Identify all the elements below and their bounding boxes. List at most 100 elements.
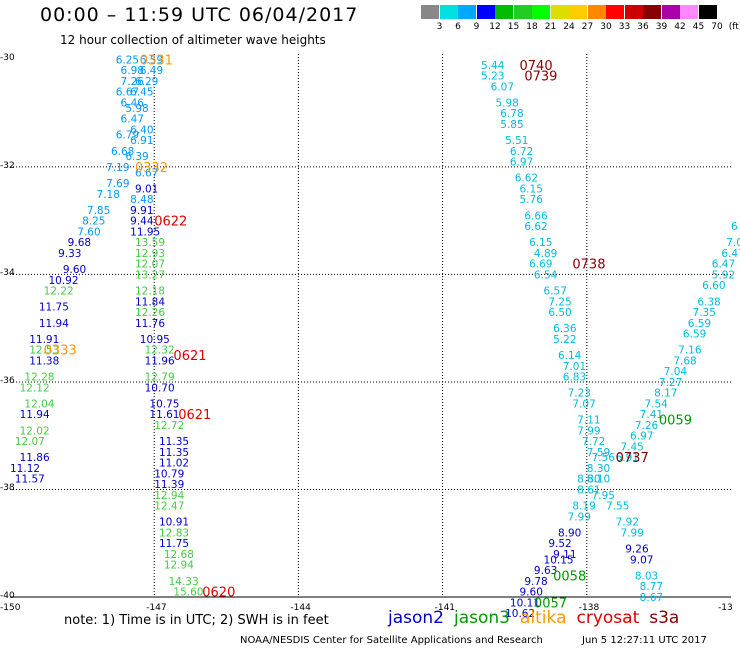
- scale-label: 33: [618, 22, 631, 32]
- wave-height-value: 8.80: [577, 474, 600, 486]
- wave-height-value: 12.22: [44, 286, 74, 298]
- wave-height-value: 12.83: [159, 527, 189, 539]
- wave-height-value: 11.38: [29, 355, 59, 367]
- wave-height-value: 7.41: [640, 409, 663, 421]
- scale-label: 42: [674, 22, 686, 32]
- scale-label: 39: [655, 22, 668, 32]
- wave-height-value: 11.75: [159, 538, 189, 550]
- wave-height-value: 10.75: [149, 398, 179, 410]
- pass-time-label: 0331: [140, 53, 173, 68]
- wave-height-value: 10.92: [48, 275, 78, 287]
- generated-timestamp: Jun 5 12:27:11 UTC 2017: [582, 635, 707, 646]
- legend-s3a: s3a: [649, 608, 680, 628]
- wave-height-value: 9.11: [553, 549, 576, 561]
- scale-swatch: [439, 5, 458, 19]
- wave-height-value: 6.62: [524, 221, 547, 233]
- wave-height-value: 8.19: [572, 501, 595, 513]
- scale-swatch: [495, 5, 513, 19]
- wave-height-value: 9.91: [130, 205, 153, 217]
- wave-height-value: 5.44: [481, 60, 505, 72]
- wave-height-value: 9.78: [524, 576, 547, 588]
- lon-label: -13: [718, 603, 733, 613]
- scale-swatch: [550, 5, 569, 19]
- wave-height-value: 6.54: [534, 269, 558, 281]
- pass-time-label: 0622: [154, 215, 187, 230]
- wave-height-value: 8.10: [587, 474, 610, 486]
- wave-height-value: 4.89: [534, 248, 557, 260]
- wave-height-value: 12.79: [145, 372, 175, 384]
- wave-height-value: 9.63: [534, 565, 557, 577]
- scale-label: 6: [455, 22, 461, 32]
- wave-height-value: 12.94: [164, 560, 194, 572]
- scale-label: 3: [436, 22, 443, 32]
- pass-time-label: 0057: [534, 596, 567, 611]
- wave-height-value: 8.48: [130, 194, 153, 206]
- wave-height-value: 7.95: [592, 490, 615, 502]
- wave-height-value: 7.59: [587, 447, 610, 459]
- wave-height-value: 9.68: [68, 237, 91, 249]
- wave-height-value: 7.04: [664, 366, 688, 378]
- wave-height-value: 7.72: [582, 436, 605, 448]
- wave-height-value: 6.47: [712, 259, 735, 271]
- pass-time-label: 0621: [173, 349, 206, 364]
- credit-line: NOAA/NESDIS Center for Satellite Applica…: [240, 635, 543, 646]
- wave-height-value: 6.07: [491, 81, 514, 93]
- wave-height-value: 5.22: [553, 334, 576, 346]
- wave-height-value: 11.76: [135, 318, 165, 330]
- wave-height-value: 11.61: [149, 409, 179, 421]
- wave-height-value: 6.39: [125, 151, 148, 163]
- wave-height-value: 6.66: [524, 210, 548, 222]
- satellite-legend: jason2 jason3 altika cryosat s3a: [388, 608, 689, 628]
- wave-height-value: 15.60: [173, 587, 203, 599]
- wave-height-value: 7.11: [577, 415, 600, 427]
- wave-height-value: 8.17: [654, 388, 677, 400]
- wave-height-value: 5.51: [505, 135, 528, 147]
- lat-label: -30: [0, 53, 15, 64]
- scale-swatch: [643, 5, 661, 19]
- wave-height-value: 6.29: [135, 76, 158, 88]
- legend-jason3: jason3: [454, 608, 510, 628]
- wave-height-value: 5.98: [495, 97, 518, 109]
- wave-height-value: 6.15: [529, 237, 552, 249]
- wave-height-value: 9.60: [520, 587, 543, 599]
- scale-label: 24: [563, 22, 575, 32]
- lon-label: -144: [290, 603, 311, 613]
- wave-height-value: 12.07: [15, 436, 45, 448]
- wave-height-value: 10.62: [505, 608, 535, 620]
- scale-label: 12: [489, 22, 501, 32]
- wave-height-value: 12.93: [135, 248, 165, 260]
- wave-height-value: 6.69: [529, 259, 552, 271]
- wave-height-value: 11.86: [20, 452, 50, 464]
- scale-swatch: [587, 5, 606, 19]
- wave-height-value: 6.78: [500, 108, 523, 120]
- wave-height-value: 7.26: [121, 76, 145, 88]
- wave-height-value: 9.01: [135, 183, 158, 195]
- wave-height-value: 7.56: [592, 452, 616, 464]
- wave-height-value: 12.68: [164, 549, 194, 561]
- wave-height-value: 7.54: [644, 398, 668, 410]
- wave-height-value: 9.60: [63, 264, 86, 276]
- wave-height-value: 11.39: [154, 479, 184, 491]
- wave-height-value: 11.95: [130, 226, 160, 238]
- wave-height-value: 12.47: [154, 501, 184, 513]
- wave-height-value: 6.40: [130, 124, 153, 136]
- wave-height-value: 6.83: [563, 372, 586, 384]
- wave-height-value: 9.07: [630, 554, 653, 566]
- wave-height-value: 7.92: [616, 517, 639, 529]
- scale-swatch: [513, 5, 532, 19]
- lon-label: -150: [0, 603, 21, 613]
- wave-height-value: 12.32: [145, 345, 175, 357]
- wave-height-value: 10.70: [145, 382, 175, 394]
- scale-swatch: [661, 5, 680, 19]
- page-title: 00:00 – 11:59 UTC 06/04/2017: [40, 4, 359, 26]
- wave-height-value: 6.47: [721, 248, 740, 260]
- lat-label: -40: [0, 591, 15, 601]
- wave-height-value: 6.46: [121, 97, 145, 109]
- pass-time-label: 0332: [135, 161, 168, 176]
- legend-cryosat: cryosat: [576, 608, 640, 628]
- wave-height-value: 8.25: [82, 216, 105, 228]
- lat-label: -34: [0, 268, 15, 279]
- pass-time-label: 0739: [524, 70, 557, 85]
- scale-swatch: [680, 5, 698, 19]
